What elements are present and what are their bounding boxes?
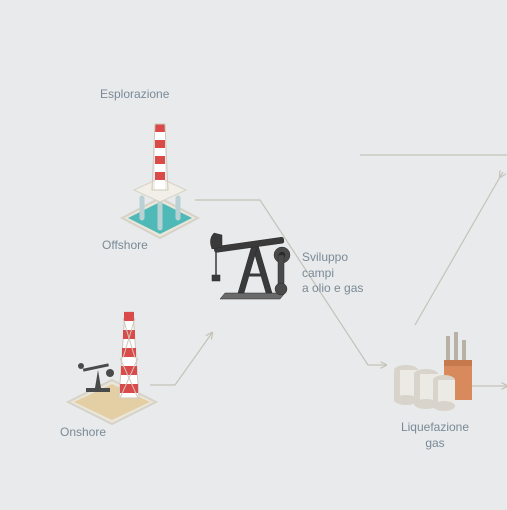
label-esplorazione: Esplorazione — [100, 87, 169, 103]
liquefaction-plant-icon — [388, 330, 483, 420]
node-pumpjack — [210, 225, 300, 310]
node-offshore — [110, 110, 210, 255]
label-offshore: Offshore — [102, 238, 148, 254]
label-liquefazione: Liquefazione gas — [400, 420, 470, 451]
node-onshore — [55, 290, 170, 445]
label-sviluppo: Sviluppo campi a olio e gas — [302, 250, 363, 297]
offshore-rig-icon — [110, 110, 210, 250]
onshore-rig-icon — [55, 290, 170, 440]
node-liquefazione — [388, 330, 483, 425]
pumpjack-icon — [210, 225, 300, 305]
label-onshore: Onshore — [60, 425, 106, 441]
